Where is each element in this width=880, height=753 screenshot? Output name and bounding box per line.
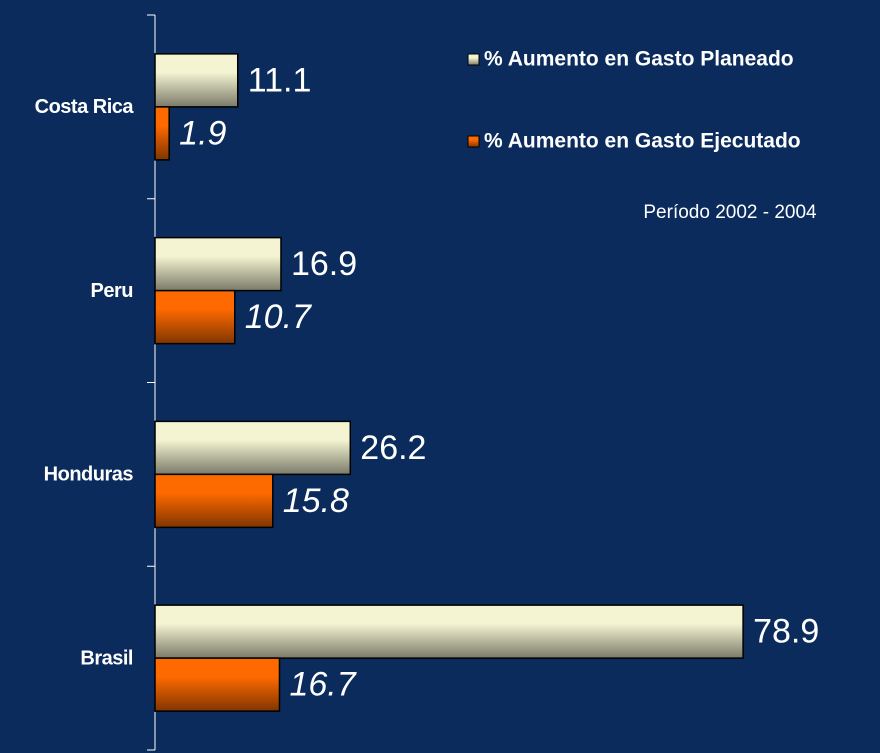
legend-label: % Aumento en Gasto Ejecutado xyxy=(484,130,801,153)
value-label: 78.9 xyxy=(753,613,819,651)
value-label: 16.7 xyxy=(289,666,356,704)
legend-label: % Aumento en Gasto Planeado xyxy=(484,48,794,71)
value-label: 26.2 xyxy=(360,429,426,467)
subtitle: Período 2002 - 2004 xyxy=(643,202,817,223)
value-label: 1.9 xyxy=(179,114,226,152)
bar xyxy=(154,604,744,659)
bar xyxy=(154,289,236,345)
bar xyxy=(154,657,281,712)
bar xyxy=(154,473,274,529)
bar xyxy=(154,420,352,476)
bar xyxy=(154,53,239,108)
legend-swatch xyxy=(467,53,480,66)
value-label: 16.9 xyxy=(291,245,357,283)
bar xyxy=(154,236,282,292)
category-label: Honduras xyxy=(44,464,134,486)
value-label: 15.8 xyxy=(283,482,349,520)
value-label: 10.7 xyxy=(245,298,312,336)
value-label: 11.1 xyxy=(248,61,312,99)
category-label: Brasil xyxy=(80,647,133,669)
category-label: Peru xyxy=(91,280,133,302)
legend-swatch xyxy=(467,135,480,148)
bar xyxy=(154,106,170,161)
category-label: Costa Rica xyxy=(35,96,135,118)
